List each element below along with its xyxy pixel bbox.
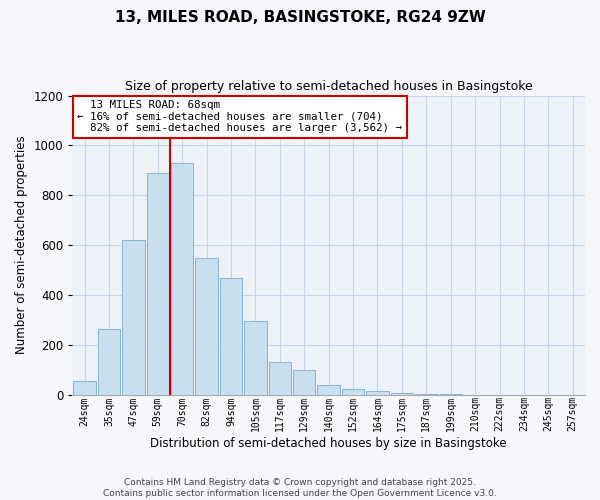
Bar (244, 321, 266, 395)
Bar (122, 240, 145, 395)
Text: 13, MILES ROAD, BASINGSTOKE, RG24 9ZW: 13, MILES ROAD, BASINGSTOKE, RG24 9ZW (115, 10, 485, 25)
Bar (98, 328, 120, 395)
Bar (146, 173, 169, 395)
Bar (293, 370, 316, 395)
Text: 13 MILES ROAD: 68sqm
← 16% of semi-detached houses are smaller (704)
  82% of se: 13 MILES ROAD: 68sqm ← 16% of semi-detac… (77, 100, 403, 133)
Bar (415, 394, 437, 395)
Bar (440, 394, 462, 395)
Bar (342, 388, 364, 395)
X-axis label: Distribution of semi-detached houses by size in Basingstoke: Distribution of semi-detached houses by … (151, 437, 507, 450)
Y-axis label: Number of semi-detached properties: Number of semi-detached properties (15, 136, 28, 354)
Bar (196, 258, 218, 395)
Bar (220, 278, 242, 395)
Bar (269, 362, 291, 395)
Text: Contains HM Land Registry data © Crown copyright and database right 2025.
Contai: Contains HM Land Registry data © Crown c… (103, 478, 497, 498)
Bar (391, 393, 413, 395)
Bar (171, 163, 193, 395)
Title: Size of property relative to semi-detached houses in Basingstoke: Size of property relative to semi-detach… (125, 80, 533, 93)
Bar (317, 385, 340, 395)
Bar (73, 381, 96, 395)
Bar (366, 391, 389, 395)
